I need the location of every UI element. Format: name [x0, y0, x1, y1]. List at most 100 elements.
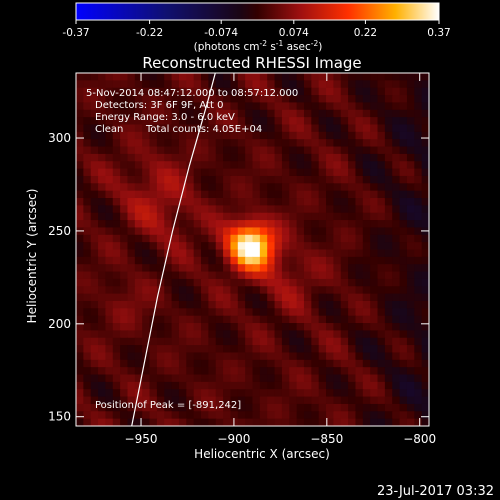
- heatmap-cell: [149, 234, 158, 243]
- heatmap-cell: [370, 381, 379, 390]
- heatmap-cell: [171, 73, 180, 81]
- heatmap-cell: [215, 102, 224, 111]
- heatmap-cell: [296, 161, 305, 170]
- heatmap-cell: [399, 411, 408, 420]
- heatmap-cell: [399, 249, 408, 258]
- heatmap-cell: [303, 315, 312, 324]
- heatmap-cell: [326, 95, 334, 104]
- heatmap-cell: [333, 131, 342, 140]
- heatmap-cell: [134, 264, 143, 273]
- heatmap-cell: [171, 95, 180, 104]
- heatmap-cell: [98, 396, 107, 405]
- heatmap-cell: [83, 212, 92, 221]
- heatmap-cell: [112, 183, 121, 192]
- heatmap-cell: [259, 271, 268, 280]
- heatmap-cell: [421, 403, 429, 412]
- heatmap-cell: [259, 139, 268, 148]
- heatmap-cell: [193, 308, 202, 317]
- heatmap-cell: [384, 381, 393, 390]
- heatmap-cell: [112, 87, 121, 96]
- heatmap-cell: [392, 249, 401, 258]
- heatmap-cell: [267, 352, 276, 361]
- heatmap-cell: [164, 220, 173, 229]
- heatmap-cell: [333, 175, 342, 184]
- heatmap-cell: [193, 117, 202, 126]
- heatmap-cell: [127, 146, 136, 155]
- heatmap-cell: [171, 124, 180, 133]
- solar-limb-curve: [131, 73, 216, 426]
- heatmap-cell: [127, 278, 136, 287]
- heatmap-cell: [120, 359, 129, 368]
- heatmap-cell: [142, 308, 151, 317]
- heatmap-cell: [186, 345, 195, 354]
- heatmap-cell: [245, 87, 254, 96]
- heatmap-cell: [223, 212, 232, 221]
- heatmap-cell: [370, 168, 379, 177]
- heatmap-cell: [362, 249, 371, 258]
- heatmap-cell: [134, 146, 143, 155]
- heatmap-cell: [355, 352, 364, 361]
- heatmap-cell: [193, 212, 202, 221]
- colorbar-tick-label: -0.37: [62, 27, 89, 39]
- heatmap-cell: [259, 352, 268, 361]
- heatmap-cell: [112, 80, 121, 89]
- heatmap-cell: [230, 234, 239, 243]
- heatmap-cell: [245, 153, 254, 162]
- heatmap-cell: [414, 234, 423, 243]
- heatmap-cell: [149, 374, 158, 383]
- heatmap-cell: [230, 198, 239, 206]
- heatmap-cell: [370, 212, 379, 221]
- heatmap-cell: [362, 418, 371, 426]
- heatmap-cell: [340, 323, 349, 331]
- heatmap-cell: [90, 117, 99, 126]
- heatmap-cell: [98, 308, 107, 317]
- heatmap-cell: [171, 102, 180, 111]
- heatmap-cell: [171, 389, 180, 398]
- heatmap-cell: [259, 249, 268, 258]
- heatmap-cell: [392, 315, 401, 324]
- heatmap-cell: [296, 87, 305, 96]
- heatmap-cell: [215, 205, 224, 214]
- heatmap-cell: [355, 337, 364, 346]
- heatmap-cell: [201, 271, 209, 280]
- heatmap-cell: [326, 389, 334, 398]
- heatmap-cell: [333, 418, 342, 426]
- heatmap-cell: [156, 146, 165, 155]
- heatmap-cell: [83, 95, 92, 104]
- heatmap-cell: [252, 102, 261, 111]
- heatmap-cell: [215, 124, 224, 133]
- heatmap-cell: [134, 403, 143, 412]
- heatmap-cell: [414, 212, 423, 221]
- heatmap-cell: [120, 300, 129, 309]
- heatmap-cell: [318, 323, 327, 331]
- heatmap-cell: [164, 80, 173, 89]
- heatmap-cell: [384, 264, 393, 273]
- heatmap-cell: [406, 308, 415, 317]
- heatmap-cell: [149, 117, 158, 126]
- heatmap-cell: [311, 374, 320, 383]
- heatmap-cell: [414, 264, 423, 273]
- heatmap-cell: [112, 212, 121, 221]
- heatmap-cell: [355, 418, 364, 426]
- heatmap-cell: [392, 359, 401, 368]
- colorbar-strip: [75, 2, 440, 21]
- heatmap-cell: [259, 389, 268, 398]
- heatmap-cell: [149, 300, 158, 309]
- heatmap-cell: [296, 117, 305, 126]
- heatmap-cell: [245, 374, 254, 383]
- heatmap-cell: [127, 183, 136, 192]
- heatmap-cell: [370, 264, 379, 273]
- heatmap-cell: [164, 139, 173, 148]
- heatmap-cell: [134, 124, 143, 133]
- heatmap-cell: [296, 374, 305, 383]
- heatmap-cell: [318, 300, 327, 309]
- heatmap-cell: [215, 345, 224, 354]
- heatmap-cell: [223, 183, 232, 192]
- heatmap-cell: [186, 73, 195, 81]
- heatmap-cell: [90, 87, 99, 96]
- heatmap-cell: [208, 345, 217, 354]
- heatmap-cell: [156, 117, 165, 126]
- heatmap-cell: [237, 256, 246, 265]
- heatmap-cell: [340, 161, 349, 170]
- heatmap-cell: [377, 109, 386, 118]
